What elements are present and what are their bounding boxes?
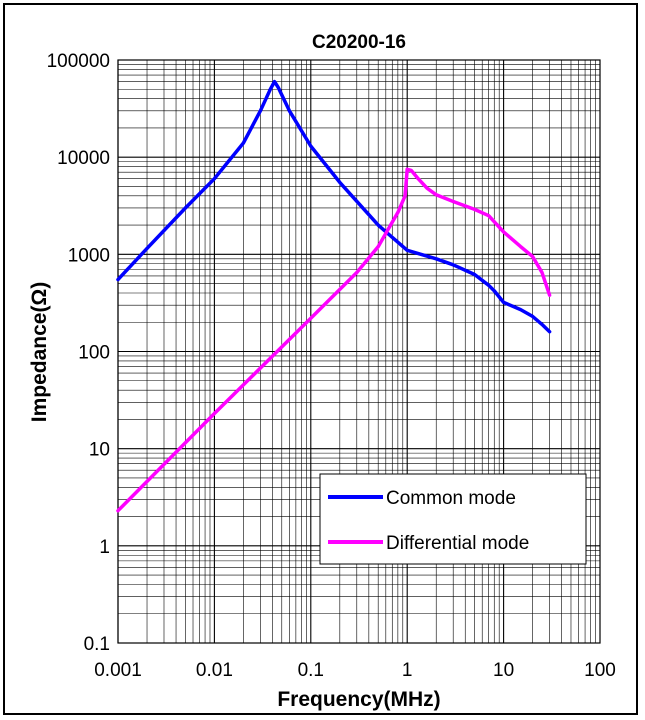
chart-title: C20200-16 [312, 32, 406, 53]
x-tick-label: 100 [584, 660, 616, 681]
x-tick-labels: 0.001 0.01 0.1 1 10 100 [94, 660, 616, 681]
series-line-differential-mode [116, 167, 552, 513]
legend-label-common-mode: Common mode [386, 488, 516, 509]
x-tick-label: 1 [402, 660, 413, 681]
x-axis-label: Frequency(MHz) [277, 688, 440, 711]
y-tick-labels: 0.1 1 10 100 1000 10000 100000 [47, 51, 110, 655]
x-tick-label: 10 [493, 660, 514, 681]
y-tick-label: 1 [99, 537, 110, 558]
y-tick-label: 100 [78, 343, 110, 364]
series-lines [116, 79, 552, 513]
series-line-common-mode [116, 79, 552, 334]
x-tick-label: 0.001 [94, 660, 142, 681]
y-tick-label: 10000 [57, 148, 110, 169]
y-tick-label: 1000 [68, 245, 110, 266]
x-tick-label: 0.1 [298, 660, 324, 681]
plot-border [117, 59, 601, 644]
legend-box [319, 473, 587, 565]
y-tick-label: 100000 [47, 51, 110, 72]
legend: Common mode Differential mode [319, 473, 587, 565]
y-tick-label: 0.1 [84, 634, 110, 655]
y-axis-label: Impedance(Ω) [28, 282, 51, 423]
legend-label-differential-mode: Differential mode [386, 533, 529, 554]
y-tick-label: 10 [89, 440, 110, 461]
x-tick-label: 0.01 [196, 660, 233, 681]
